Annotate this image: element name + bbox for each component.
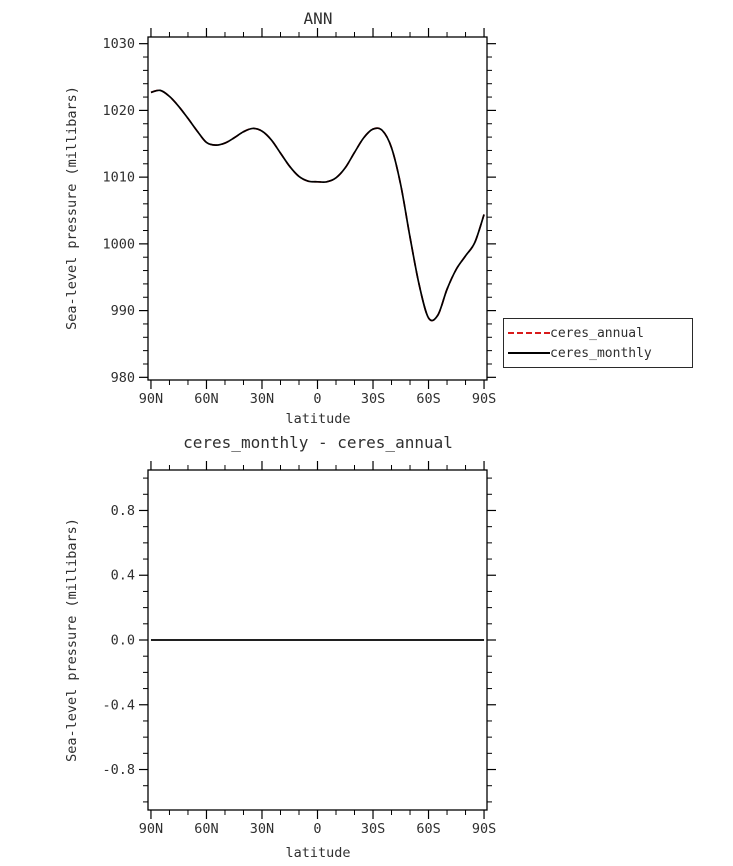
y-tick-label: 1010 [102, 170, 135, 186]
y-tick-label: 1020 [102, 103, 135, 119]
y-tick-label: -0.8 [102, 762, 135, 778]
x-tick-label: 30N [250, 821, 274, 837]
x-tick-label: 60S [416, 821, 440, 837]
legend-box: ceres_annual ceres_monthly [503, 318, 693, 368]
y-tick-label: 1030 [102, 36, 135, 52]
series-ceres-annual [150, 89, 485, 322]
bottom-y-axis-label: Sea-level pressure (millibars) [64, 518, 80, 762]
plot-frame [147, 36, 488, 381]
x-tick-label: 60S [416, 391, 440, 407]
x-tick-label: 60N [194, 821, 218, 837]
y-tick-label: 1000 [102, 236, 135, 252]
x-tick-label: 30S [361, 821, 385, 837]
top-y-axis-label: Sea-level pressure (millibars) [64, 86, 80, 330]
series-ceres-monthly [150, 89, 485, 322]
x-tick-label: 0 [313, 391, 321, 407]
top-chart-title: ANN [303, 9, 333, 28]
bottom-chart-title: ceres_monthly - ceres_annual [183, 433, 453, 452]
bottom-x-axis-label: latitude [285, 845, 351, 861]
x-tick-label: 90N [139, 391, 163, 407]
y-tick-label: 0.8 [111, 503, 135, 519]
x-tick-label: 60N [194, 391, 218, 407]
y-tick-label: 990 [111, 303, 135, 319]
x-tick-label: 0 [313, 821, 321, 837]
top-x-axis-label: latitude [285, 411, 351, 427]
y-tick-label: 0.0 [111, 633, 135, 649]
x-tick-label: 30N [250, 391, 274, 407]
x-tick-label: 90S [472, 391, 496, 407]
x-tick-label: 30S [361, 391, 385, 407]
y-tick-label: -0.4 [102, 697, 135, 713]
legend-label: ceres_monthly [550, 345, 652, 361]
y-tick-label: 0.4 [111, 568, 135, 584]
legend-label: ceres_annual [550, 325, 644, 341]
legend-line-sample-dashed [508, 332, 550, 334]
x-tick-label: 90S [472, 821, 496, 837]
legend-entry-ceres-annual: ceres_annual [508, 323, 688, 343]
legend-entry-ceres-monthly: ceres_monthly [508, 343, 688, 363]
legend-line-sample-solid [508, 352, 550, 354]
y-tick-label: 980 [111, 370, 135, 386]
x-tick-label: 90N [139, 821, 163, 837]
